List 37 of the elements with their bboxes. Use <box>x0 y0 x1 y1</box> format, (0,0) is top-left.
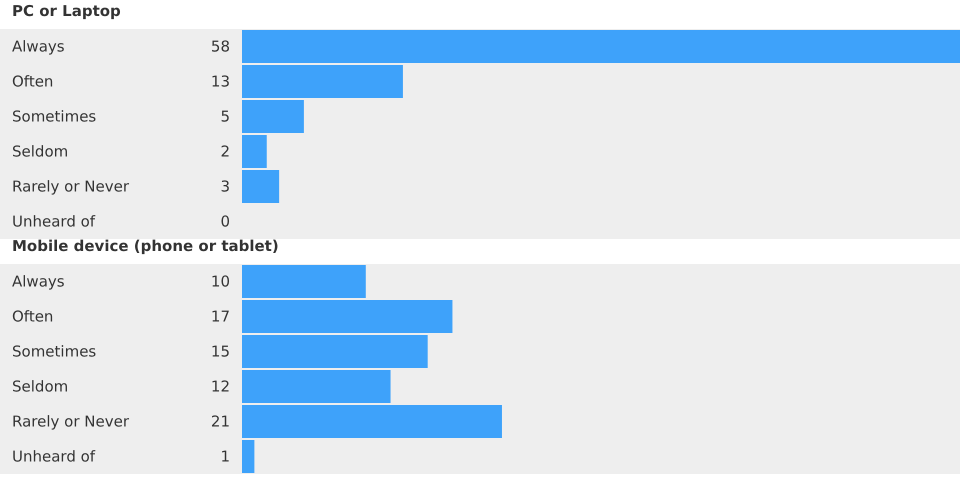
data-label: 13 <box>210 72 230 90</box>
bar <box>242 440 254 473</box>
bar <box>242 135 267 168</box>
y-tick-label: Seldom <box>12 378 68 396</box>
y-tick-label: Unheard of <box>12 448 96 466</box>
data-label: 1 <box>220 448 230 466</box>
data-label: 5 <box>220 108 230 126</box>
y-tick-label: Rarely or Never <box>12 412 130 430</box>
data-label: 17 <box>210 308 230 326</box>
y-tick-label: Unheard of <box>12 212 96 230</box>
y-tick-label: Sometimes <box>12 342 96 360</box>
data-label: 2 <box>220 142 230 160</box>
bar <box>242 370 391 403</box>
data-label: 12 <box>210 378 230 396</box>
bar <box>242 300 452 333</box>
y-tick-label: Sometimes <box>12 108 96 126</box>
y-tick-label: Always <box>12 272 65 290</box>
bar <box>242 30 960 63</box>
data-label: 3 <box>220 178 230 196</box>
bar <box>242 265 366 298</box>
y-tick-label: Always <box>12 38 65 56</box>
text: PC or Laptop <box>12 2 122 20</box>
data-label: 10 <box>210 272 230 290</box>
chart-title: Mobile device (phone or tablet) <box>12 237 279 255</box>
data-label: 58 <box>210 38 230 56</box>
bar <box>242 335 428 368</box>
y-tick-label: Seldom <box>12 142 68 160</box>
data-label: 21 <box>210 412 230 430</box>
bar <box>242 65 403 98</box>
y-tick-label: Often <box>12 72 54 90</box>
y-tick-label: Rarely or Never <box>12 178 130 196</box>
bar <box>242 405 502 438</box>
bar <box>242 170 280 203</box>
data-label: 15 <box>210 342 230 360</box>
y-tick-label: Often <box>12 308 54 326</box>
bar <box>242 100 304 133</box>
data-label: 0 <box>220 212 230 230</box>
